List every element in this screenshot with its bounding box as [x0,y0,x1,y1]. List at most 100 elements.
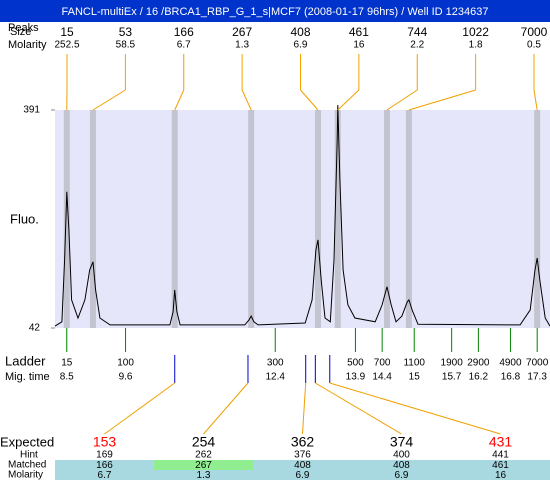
peak-size: 408 [290,25,310,39]
peak-band [248,110,255,328]
matched-cell [352,460,451,470]
peak-band [534,110,541,328]
peak-molarity: 1.3 [235,40,249,51]
peak-size: 15 [60,25,74,39]
peak-molarity: 252.5 [54,40,79,51]
peak-band [334,110,341,328]
expected-connector [203,382,249,435]
expected-value: 374 [390,434,414,450]
matched-cell [451,460,550,470]
peak-size: 53 [119,25,133,39]
peak-molarity: 1.8 [469,40,483,51]
hint-value: 262 [195,450,212,461]
molarity-value: 6.7 [98,470,112,480]
expected-value: 362 [291,434,315,450]
peak-connector [174,89,185,111]
y-label: Fluo. [10,211,39,226]
ladder-label: Ladder [5,353,46,368]
molarity-value: 6.9 [296,470,310,480]
size-label: Size [10,26,31,38]
matched-value: 166 [96,460,113,471]
matched-value: 408 [294,460,311,471]
ladder-size: 1100 [403,358,425,369]
peak-molarity: 0.5 [527,40,541,51]
peak-connector [337,89,360,111]
plot-area [55,110,550,328]
peak-band [171,110,178,328]
ladder-size: 100 [117,358,134,369]
peak-molarity: 58.5 [116,40,136,51]
expected-connector [329,382,501,435]
ladder-mig-time: 16.2 [469,372,489,383]
peak-molarity: 6.7 [177,40,191,51]
peak-connector [408,89,476,111]
y-tick-label: 391 [23,105,40,116]
y-tick-label: 42 [29,323,41,334]
expected-connector [302,382,307,435]
ladder-mig-time: 8.5 [60,372,74,383]
ladder-mig-time: 16.8 [501,372,521,383]
matched-value: 267 [195,460,212,471]
title: FANCL-multiEx / 16 /BRCA1_RBP_G_1_s|MCF7… [62,6,489,18]
matched-cell [55,460,154,470]
peak-band [63,110,70,328]
peak-size: 7000 [521,25,548,39]
ladder-mig-time: 12.4 [266,372,286,383]
hint-value: 169 [96,450,113,461]
mig-time-label: Mig. time [5,371,50,383]
peak-band [405,110,412,328]
hint-label: Hint [20,450,38,461]
title-bar [0,0,550,22]
ladder-mig-time: 15 [409,372,421,383]
peak-size: 744 [407,25,427,39]
molarity-label: Molarity [8,39,47,51]
ladder-size: 7000 [526,358,549,369]
expected-value: 254 [192,434,216,450]
molarity-cell [352,470,451,480]
expected-connector [104,382,176,435]
ladder-size: 2900 [467,358,490,369]
peak-molarity: 6.9 [294,40,308,51]
ladder-mig-time: 9.6 [119,372,133,383]
peak-size: 1022 [462,25,489,39]
expected-value: 153 [93,434,117,450]
hint-value: 441 [492,450,509,461]
peak-connector [92,89,126,111]
ladder-size: 4900 [499,358,522,369]
expected-value: 431 [489,434,513,450]
peak-connector [300,89,319,111]
matched-value: 461 [492,460,509,471]
molarity-row-label: Molarity [8,470,43,480]
peak-size: 267 [232,25,252,39]
molarity-value: 1.3 [197,470,211,480]
matched-value: 408 [393,460,410,471]
ladder-mig-time: 13.9 [346,372,366,383]
peak-connector [241,89,252,111]
peak-connector [533,89,538,111]
peak-molarity: 16 [353,40,365,51]
molarity-value: 16 [495,470,507,480]
peak-connector [386,89,418,111]
peak-molarity: 2.2 [410,40,424,51]
matched-label: Matched [8,460,46,471]
ladder-size: 15 [61,358,73,369]
peaks-label: Peaks [8,22,39,34]
peak-size: 461 [349,25,369,39]
peak-size: 166 [174,25,194,39]
ladder-mig-time: 17.3 [527,372,547,383]
hint-value: 376 [294,450,311,461]
ladder-size: 300 [267,358,284,369]
matched-cell [154,460,253,470]
molarity-cell [55,470,154,480]
peak-band [89,110,96,328]
trace [54,104,550,327]
molarity-cell [154,470,253,480]
peak-band [383,110,390,328]
molarity-cell [451,470,550,480]
expected-label: Expected [0,434,54,449]
matched-cell [253,460,352,470]
ladder-mig-time: 14.4 [372,372,392,383]
molarity-value: 6.9 [395,470,409,480]
